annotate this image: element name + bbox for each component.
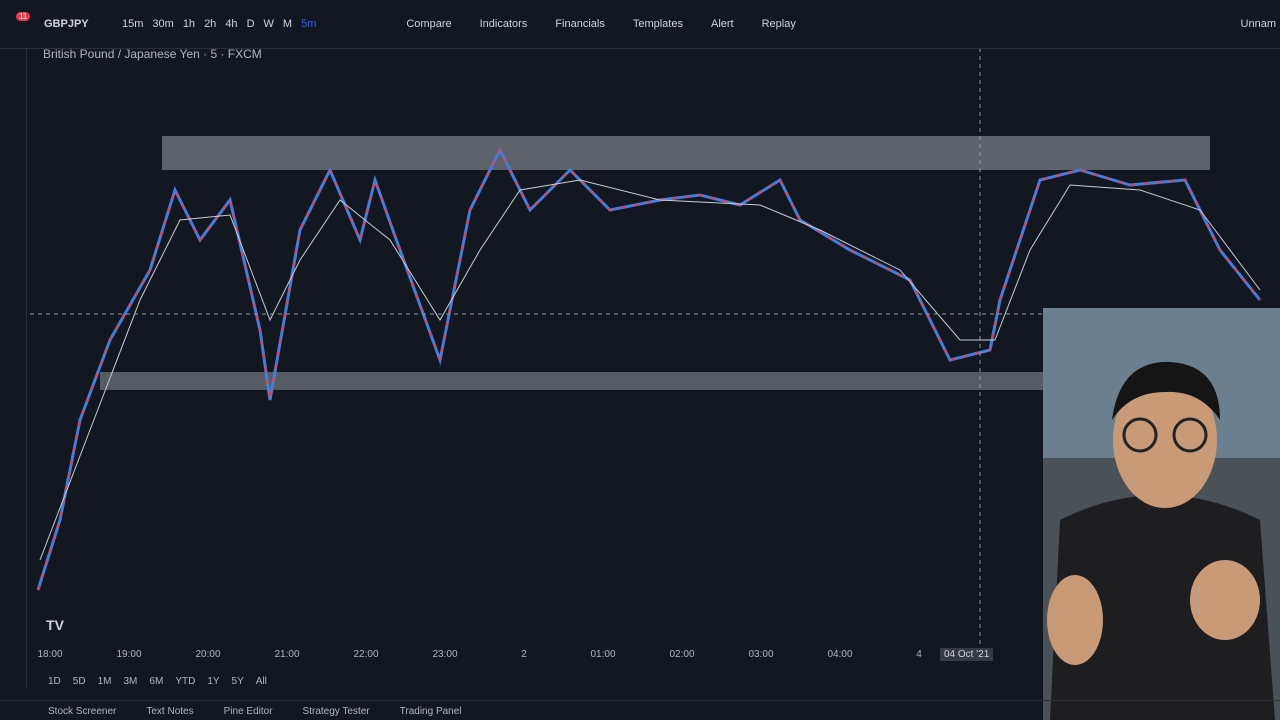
toolbar-button[interactable]: Replay (761, 18, 796, 30)
chart-title: British Pound / Japanese Yen · 5 · FXCM (43, 47, 262, 61)
range-button[interactable]: 1M (97, 676, 112, 687)
bottom-tab[interactable]: Stock Screener (48, 705, 117, 717)
bottom-tab[interactable]: Pine Editor (223, 705, 273, 717)
interval[interactable]: 2h (204, 18, 217, 30)
bottom-tab[interactable]: Text Notes (146, 705, 194, 717)
time-label: 04:00 (827, 649, 853, 660)
range-button[interactable]: 1Y (207, 676, 220, 687)
crosshair-time: 04 Oct '21 (940, 648, 994, 661)
bottom-tab[interactable]: Trading Panel (399, 705, 462, 717)
layout-name[interactable]: Unnam (1240, 18, 1276, 30)
symbol[interactable]: GBPJPY (44, 18, 89, 30)
range-button[interactable]: 3M (123, 676, 138, 687)
time-label: 02:00 (669, 649, 695, 660)
moving-average (39, 179, 1261, 561)
time-label: 20:00 (195, 649, 221, 660)
webcam-overlay (1043, 308, 1280, 720)
support-zone (100, 372, 1043, 390)
range-button[interactable]: 5Y (231, 676, 244, 687)
top-toolbar: GBPJPY 15m 30m 1h 2h 4h D W M 5m Compare Indicato… (0, 0, 1280, 49)
range-button[interactable]: 1D (48, 676, 61, 687)
time-label: 4 (916, 649, 922, 660)
bottom-tabs: Stock Screener Text Notes Pine Editor Strat… (0, 700, 1280, 720)
time-label: 23:00 (432, 649, 458, 660)
range-button[interactable]: YTD (175, 676, 196, 687)
time-label: 21:00 (274, 649, 300, 660)
interval[interactable]: M (282, 18, 293, 30)
time-label: 22:00 (353, 649, 379, 660)
range-button[interactable]: 6M (149, 676, 164, 687)
toolbar-button[interactable]: Indicators (479, 18, 528, 30)
time-label: 03:00 (748, 649, 774, 660)
interval[interactable]: 30m (152, 18, 174, 30)
time-label: 19:00 (116, 649, 142, 660)
interval[interactable]: 1h (182, 18, 196, 30)
range-button[interactable]: 5D (72, 676, 86, 687)
button-list: Compare Indicators Financials Templates Aler… (406, 18, 796, 30)
interval-list: 15m 30m 1h 2h 4h D W M 5m (122, 18, 316, 30)
time-label: 01:00 (590, 649, 616, 660)
bottom-tab[interactable]: Strategy Tester (302, 705, 370, 717)
interval[interactable]: 5m (301, 18, 317, 30)
price-line-down (37, 147, 1261, 591)
notification-badge: 11 (16, 12, 31, 21)
resistance-zone (162, 136, 1210, 170)
drawing-sidebar (0, 48, 27, 688)
interval[interactable]: 15m (122, 18, 144, 30)
range-button[interactable]: All (255, 676, 267, 687)
toolbar-button[interactable]: Compare (406, 18, 452, 30)
interval[interactable]: 4h (225, 18, 238, 30)
toolbar-button[interactable]: Templates (632, 18, 683, 30)
time-label: 2 (521, 649, 527, 660)
interval[interactable]: D (246, 18, 255, 30)
interval[interactable]: W (263, 18, 274, 30)
logo: TV (46, 617, 65, 633)
toolbar-button[interactable]: Financials (555, 18, 605, 30)
range-list: 1D 5D 1M 3M 6M YTD 1Y 5Y All (48, 676, 267, 687)
toolbar-button[interactable]: Alert (710, 18, 734, 30)
time-label: 18:00 (37, 649, 63, 660)
